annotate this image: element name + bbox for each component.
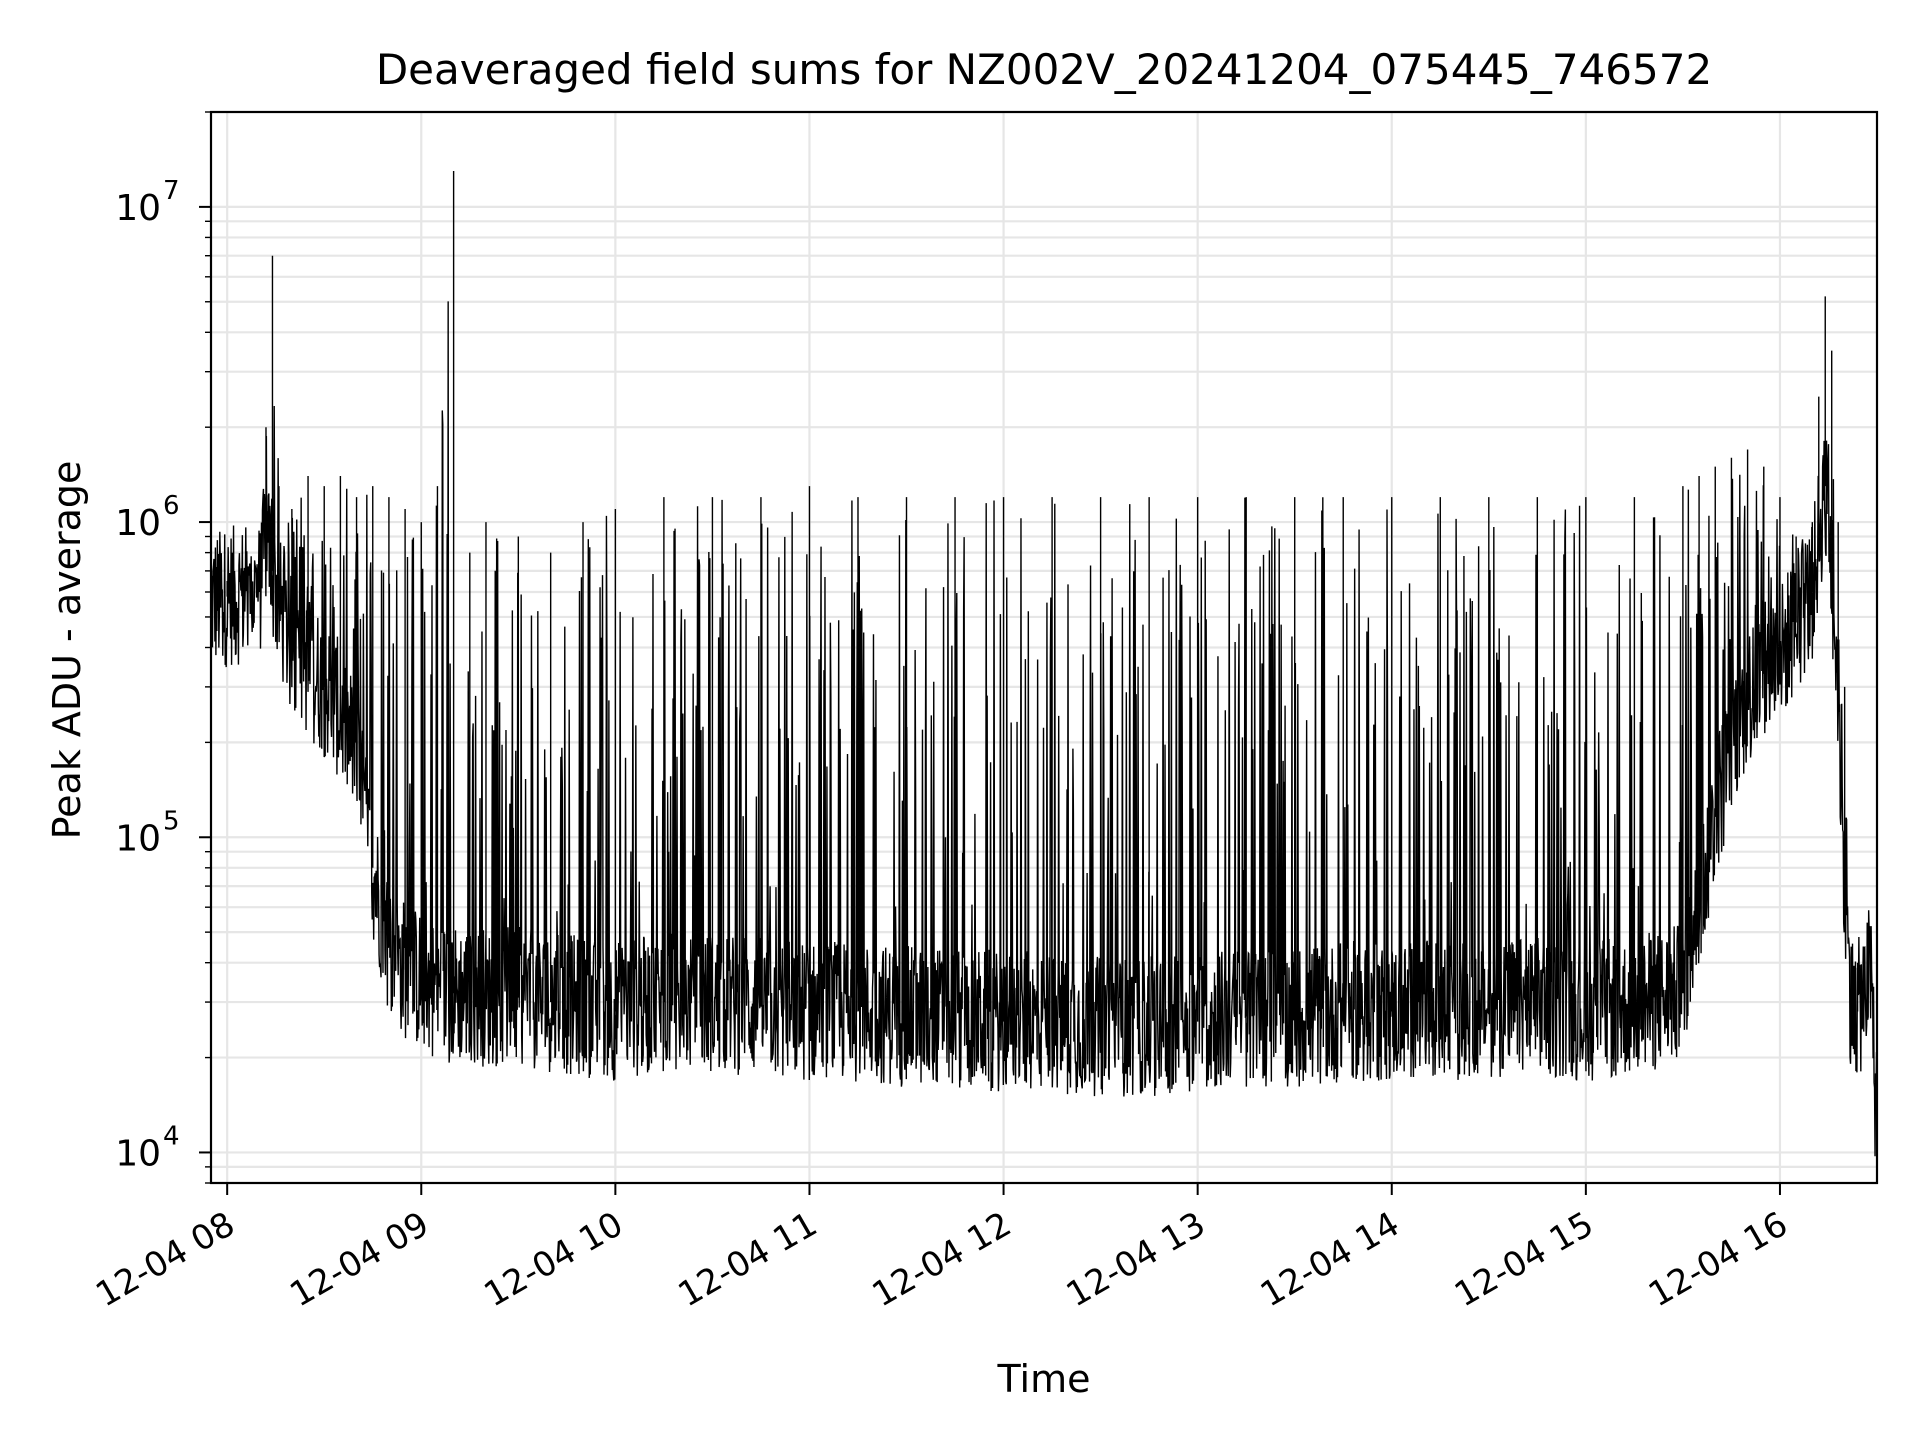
y-tick-exponent: 7 [163,176,180,206]
y-tick-exponent: 4 [163,1121,180,1151]
y-tick-label: 10 [115,188,161,229]
data-series [210,170,1878,1157]
y-tick-label: 10 [115,818,161,859]
series-line [210,170,1878,1157]
y-axis-label: Peak ADU - average [45,461,89,840]
chart-title: Deaveraged field sums for NZ002V_2024120… [376,45,1712,94]
x-axis-label: Time [997,1357,1091,1401]
axes [199,110,1879,1195]
y-tick-exponent: 6 [163,491,180,521]
plot-frame [209,110,1879,1185]
y-tick-label: 10 [115,1133,161,1174]
y-tick-exponent: 5 [163,806,180,836]
y-tick-label: 10 [115,503,161,544]
